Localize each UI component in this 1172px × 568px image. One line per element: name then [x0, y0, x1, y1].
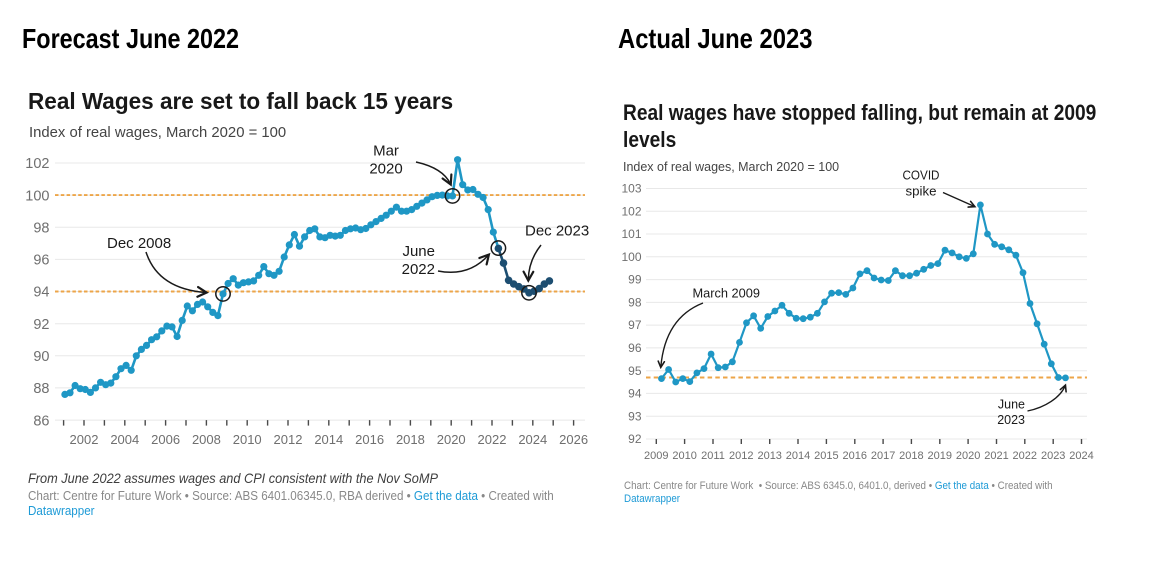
- svg-text:92: 92: [628, 432, 642, 446]
- svg-text:2012: 2012: [729, 450, 753, 462]
- svg-text:June: June: [402, 243, 435, 260]
- svg-text:2022: 2022: [402, 261, 435, 278]
- svg-text:2018: 2018: [899, 450, 923, 462]
- svg-text:2022: 2022: [1013, 450, 1037, 462]
- svg-text:2020: 2020: [369, 161, 402, 178]
- svg-text:94: 94: [628, 387, 642, 401]
- svg-text:2013: 2013: [757, 450, 781, 462]
- svg-text:COVID: COVID: [903, 169, 940, 183]
- svg-text:2004: 2004: [110, 432, 139, 447]
- svg-text:2021: 2021: [984, 450, 1008, 462]
- svg-text:102: 102: [25, 156, 49, 172]
- svg-text:102: 102: [621, 204, 641, 218]
- svg-text:Dec 2008: Dec 2008: [107, 235, 171, 252]
- svg-text:2008: 2008: [192, 432, 221, 447]
- svg-text:2017: 2017: [871, 450, 895, 462]
- svg-text:spike: spike: [906, 185, 937, 199]
- svg-text:2023: 2023: [1041, 450, 1065, 462]
- svg-text:Mar: Mar: [373, 143, 399, 160]
- svg-text:92: 92: [33, 317, 49, 333]
- svg-text:86: 86: [33, 413, 49, 429]
- svg-text:2022: 2022: [478, 432, 507, 447]
- svg-text:2020: 2020: [437, 432, 466, 447]
- svg-text:June: June: [998, 398, 1025, 412]
- svg-text:2018: 2018: [396, 432, 425, 447]
- svg-text:2010: 2010: [672, 450, 696, 462]
- svg-text:2016: 2016: [355, 432, 384, 447]
- svg-text:98: 98: [33, 220, 49, 236]
- svg-text:99: 99: [628, 273, 642, 287]
- svg-text:96: 96: [628, 341, 642, 355]
- svg-text:2015: 2015: [814, 450, 838, 462]
- svg-text:2014: 2014: [314, 432, 343, 447]
- svg-text:100: 100: [621, 250, 641, 264]
- svg-text:2019: 2019: [928, 450, 952, 462]
- svg-text:88: 88: [33, 381, 49, 397]
- svg-text:Dec 2023: Dec 2023: [525, 223, 589, 240]
- svg-text:96: 96: [33, 253, 49, 269]
- svg-text:94: 94: [33, 285, 49, 301]
- svg-text:March 2009: March 2009: [693, 287, 761, 301]
- svg-text:2020: 2020: [956, 450, 980, 462]
- svg-text:2012: 2012: [274, 432, 303, 447]
- svg-text:2016: 2016: [843, 450, 867, 462]
- svg-text:2002: 2002: [70, 432, 99, 447]
- svg-text:2023: 2023: [997, 413, 1025, 427]
- svg-text:2014: 2014: [786, 450, 810, 462]
- svg-text:2024: 2024: [518, 432, 547, 447]
- svg-text:2010: 2010: [233, 432, 262, 447]
- svg-text:2024: 2024: [1069, 450, 1093, 462]
- svg-text:103: 103: [621, 182, 641, 196]
- svg-text:95: 95: [628, 364, 642, 378]
- svg-text:2009: 2009: [644, 450, 668, 462]
- svg-text:98: 98: [628, 296, 642, 310]
- svg-text:93: 93: [628, 409, 642, 423]
- svg-text:101: 101: [621, 227, 641, 241]
- svg-text:2026: 2026: [559, 432, 588, 447]
- svg-text:90: 90: [33, 349, 49, 365]
- svg-text:97: 97: [628, 318, 642, 332]
- svg-text:2011: 2011: [701, 450, 725, 462]
- svg-text:100: 100: [25, 188, 49, 204]
- svg-text:2006: 2006: [151, 432, 180, 447]
